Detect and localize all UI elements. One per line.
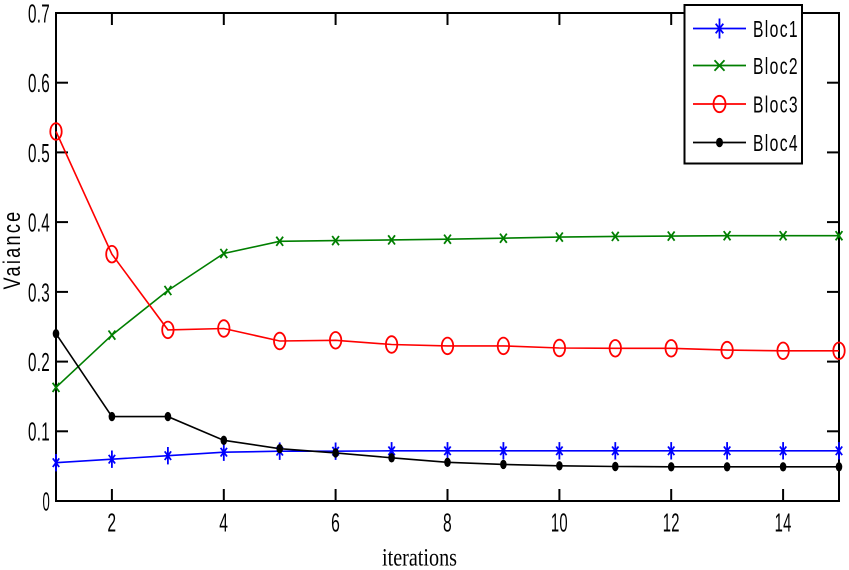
svg-text:Bloc1: Bloc1 — [753, 16, 799, 42]
svg-text:6: 6 — [331, 508, 340, 538]
svg-text:10: 10 — [551, 508, 568, 538]
svg-text:12: 12 — [663, 508, 680, 538]
svg-text:2: 2 — [107, 508, 116, 538]
svg-text:0.2: 0.2 — [28, 347, 50, 377]
svg-text:Vaiance: Vaiance — [0, 210, 26, 290]
svg-text:0.5: 0.5 — [28, 138, 50, 168]
svg-text:Bloc4: Bloc4 — [753, 130, 799, 156]
svg-text:14: 14 — [775, 508, 792, 538]
svg-text:0: 0 — [43, 486, 51, 516]
svg-text:8: 8 — [443, 508, 452, 538]
svg-text:Bloc3: Bloc3 — [753, 92, 799, 118]
svg-text:iterations: iterations — [382, 543, 457, 570]
svg-text:0.1: 0.1 — [28, 417, 50, 447]
svg-text:0.6: 0.6 — [28, 68, 50, 98]
svg-text:0.4: 0.4 — [28, 208, 50, 238]
svg-text:Bloc2: Bloc2 — [753, 53, 799, 79]
svg-text:0.7: 0.7 — [28, 0, 50, 28]
svg-text:0.3: 0.3 — [28, 277, 50, 307]
svg-text:4: 4 — [219, 508, 228, 538]
